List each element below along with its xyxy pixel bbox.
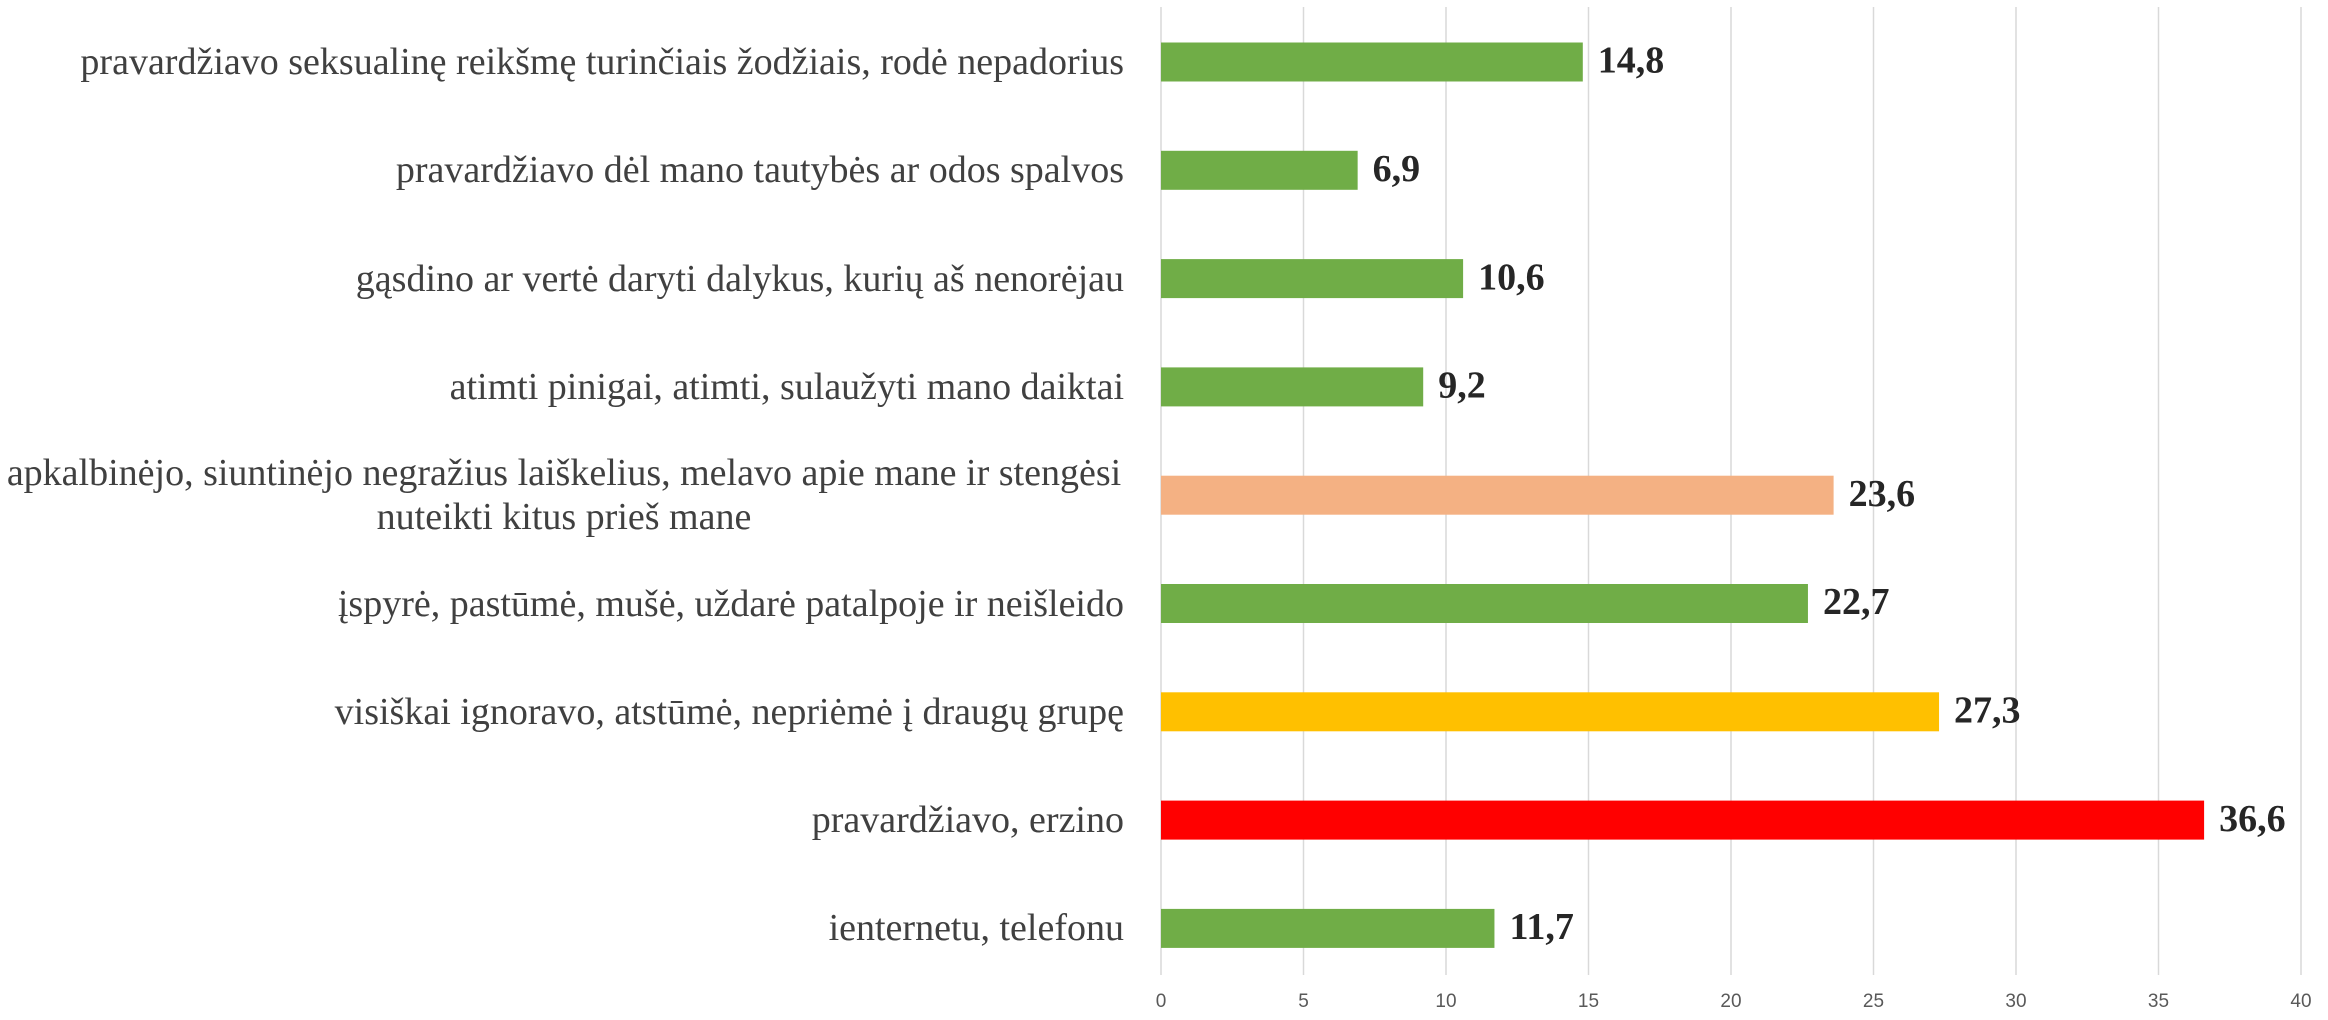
category-label: įspyrė, pastūmė, mušė, uždarė patalpoje … bbox=[0, 582, 1124, 626]
x-tick-label: 15 bbox=[1578, 991, 1599, 1012]
category-text: visiškai ignoravo, atstūmė, nepriėmė į d… bbox=[334, 690, 1124, 733]
value-label: 6,9 bbox=[1373, 148, 1421, 190]
value-label: 9,2 bbox=[1438, 365, 1486, 407]
value-label: 36,6 bbox=[2219, 798, 2286, 840]
bar bbox=[1161, 475, 1834, 515]
category-text: ienternetu, telefonu bbox=[828, 907, 1124, 950]
category-label: pravardžiavo, erzino bbox=[0, 798, 1124, 842]
value-label: 22,7 bbox=[1823, 581, 1890, 623]
x-tick-label: 40 bbox=[2290, 991, 2311, 1012]
x-tick-label: 35 bbox=[2148, 991, 2169, 1012]
category-label: ienternetu, telefonu bbox=[0, 906, 1124, 950]
value-label: 23,6 bbox=[1849, 473, 1916, 515]
category-label: atimti pinigai, atimti, sulaužyti mano d… bbox=[0, 365, 1124, 409]
category-text: pravardžiavo seksualinę reikšmę turinčia… bbox=[80, 41, 1124, 83]
value-label: 10,6 bbox=[1478, 256, 1545, 298]
value-label: 14,8 bbox=[1598, 40, 1665, 82]
bar bbox=[1161, 692, 1940, 732]
category-label: visiškai ignoravo, atstūmė, nepriėmė į d… bbox=[0, 690, 1124, 734]
bar bbox=[1161, 367, 1424, 407]
value-label: 27,3 bbox=[1954, 690, 2021, 732]
bar bbox=[1161, 908, 1495, 948]
x-tick-label: 0 bbox=[1156, 991, 1167, 1012]
bar bbox=[1161, 584, 1808, 623]
bar bbox=[1161, 800, 2205, 840]
x-tick-label: 20 bbox=[1720, 991, 1741, 1012]
bar bbox=[1161, 150, 1358, 190]
category-label: gąsdino ar vertė daryti dalykus, kurių a… bbox=[0, 257, 1124, 301]
x-tick-label: 10 bbox=[1435, 991, 1456, 1012]
category-text: gąsdino ar vertė daryti dalykus, kurių a… bbox=[355, 257, 1124, 300]
category-text: pravardžiavo, erzino bbox=[811, 799, 1124, 842]
category-text: pravardžiavo dėl mano tautybės ar odos s… bbox=[395, 149, 1124, 192]
category-label: pravardžiavo seksualinę reikšmę turinčia… bbox=[0, 40, 1124, 84]
category-text: apkalbinėjo, siuntinėjo negražius laiške… bbox=[6, 452, 1122, 539]
bar bbox=[1161, 42, 1583, 82]
bar bbox=[1161, 259, 1464, 299]
category-label: pravardžiavo dėl mano tautybės ar odos s… bbox=[0, 148, 1124, 192]
x-tick-label: 30 bbox=[2005, 991, 2026, 1012]
value-label: 11,7 bbox=[1509, 906, 1573, 948]
category-text: atimti pinigai, atimti, sulaužyti mano d… bbox=[449, 365, 1124, 408]
x-tick-label: 5 bbox=[1298, 991, 1309, 1012]
category-text: įspyrė, pastūmė, mušė, uždarė patalpoje … bbox=[337, 582, 1124, 625]
x-tick-label: 25 bbox=[1863, 991, 1884, 1012]
category-label: apkalbinėjo, siuntinėjo negražius laiške… bbox=[0, 451, 1124, 539]
